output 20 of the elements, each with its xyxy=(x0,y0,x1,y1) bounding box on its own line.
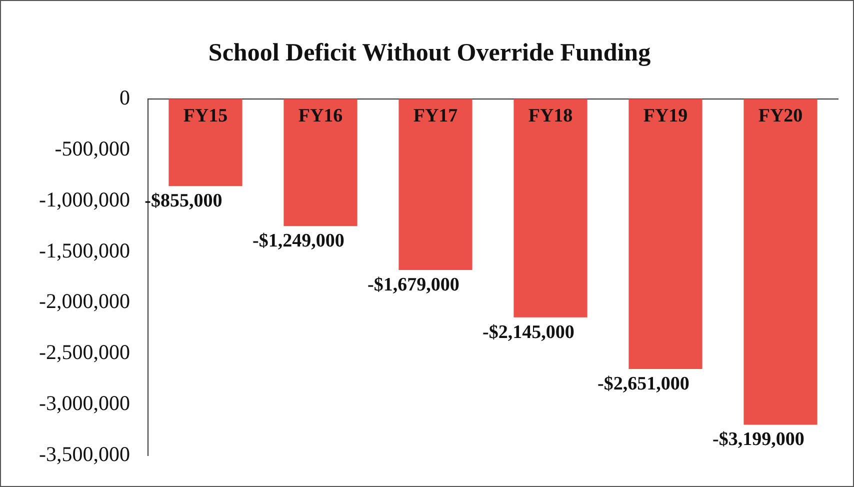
y-tick-label: -500,000 xyxy=(54,136,130,160)
x-tick-label: FY18 xyxy=(528,105,573,126)
y-tick-label: -2,000,000 xyxy=(38,289,130,314)
y-tick-label: -3,500,000 xyxy=(38,442,130,466)
x-tick-label: FY15 xyxy=(183,105,228,126)
data-label: -$3,199,000 xyxy=(712,429,804,450)
y-tick-label: -3,000,000 xyxy=(38,391,130,415)
data-label: -$1,679,000 xyxy=(368,274,460,296)
x-tick-label: FY16 xyxy=(298,105,343,126)
data-label: -$1,249,000 xyxy=(252,230,344,252)
y-tick-label: -2,500,000 xyxy=(38,340,130,364)
y-tick-label: -1,000,000 xyxy=(38,187,130,212)
data-label: -$2,145,000 xyxy=(482,322,574,343)
data-label: -$2,651,000 xyxy=(598,373,690,394)
chart-title: School Deficit Without Override Funding xyxy=(208,39,652,66)
x-tick-label: FY19 xyxy=(643,105,688,126)
y-tick-label: -1,500,000 xyxy=(38,238,130,262)
x-tick-label: FY17 xyxy=(413,105,458,126)
x-tick-label: FY20 xyxy=(758,105,803,126)
y-tick-label: 0 xyxy=(119,86,130,110)
